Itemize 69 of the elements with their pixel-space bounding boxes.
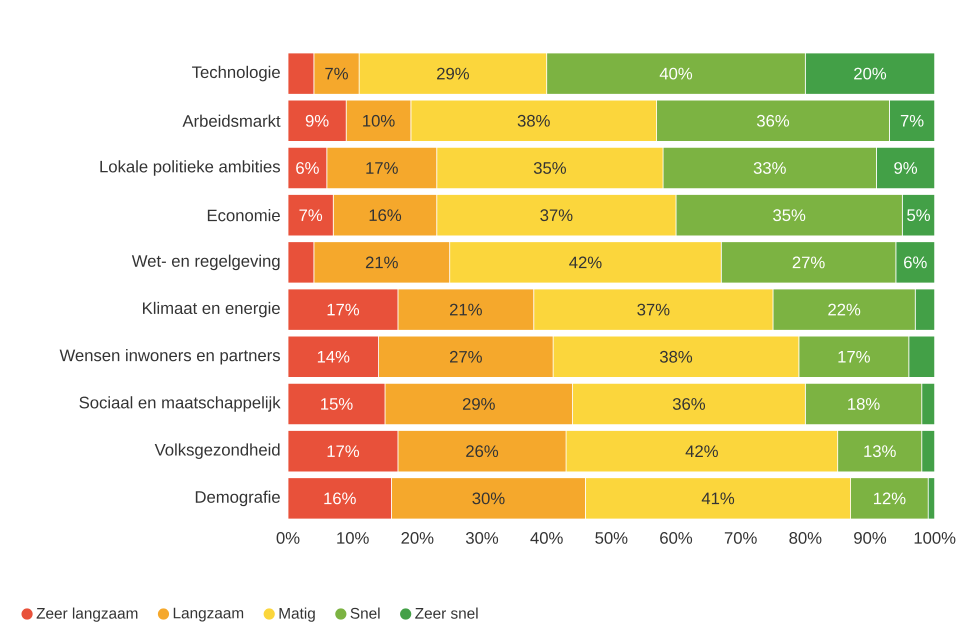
data-label: 41%: [702, 492, 734, 504]
data-label: 40%: [660, 68, 692, 80]
data-label: 27%: [450, 350, 482, 363]
data-label: 21%: [450, 304, 482, 316]
x-tick-label: 90%: [854, 532, 886, 544]
x-tick-label: 10%: [337, 532, 369, 544]
x-tick-label: 20%: [401, 532, 434, 544]
legend-label: Matig: [280, 607, 315, 622]
data-label: 22%: [828, 304, 860, 316]
y-tick-label: Lokale politieke ambities: [100, 160, 280, 176]
x-tick-label: 0%: [276, 532, 300, 544]
legend-label: Snel: [350, 607, 380, 619]
data-label: 27%: [792, 256, 825, 268]
data-label: 38%: [660, 350, 692, 363]
data-label: 17%: [328, 445, 360, 458]
legend-label: Zeer snel: [415, 607, 478, 619]
x-tick-label: 50%: [595, 532, 628, 544]
y-tick-label: Wensen inwoners en partners: [60, 349, 280, 365]
data-label: 17%: [328, 304, 360, 316]
x-tick-label: 100%: [914, 532, 956, 544]
data-label: 42%: [569, 256, 602, 268]
x-tick-label: 30%: [466, 532, 498, 544]
data-label: 6%: [296, 162, 319, 174]
data-label: 29%: [462, 398, 495, 410]
x-tick-label: 80%: [789, 532, 822, 544]
data-label: 9%: [894, 162, 918, 174]
data-label: 16%: [370, 209, 402, 222]
data-label: 33%: [754, 162, 786, 174]
y-tick-label: Klimaat en energie: [143, 302, 280, 318]
data-label: 16%: [324, 492, 356, 504]
data-label: 38%: [518, 114, 550, 127]
y-tick-label: Sociaal en maatschappelijk: [79, 396, 281, 412]
data-label: 21%: [366, 256, 398, 268]
data-label: 9%: [306, 114, 329, 127]
data-label: 35%: [773, 209, 806, 222]
data-label: 42%: [686, 445, 718, 458]
x-tick-label: 70%: [724, 532, 757, 544]
data-label: 10%: [363, 114, 395, 127]
data-label: 7%: [325, 68, 348, 80]
data-label: 36%: [672, 398, 706, 410]
data-label: 7%: [299, 209, 322, 222]
legend-label: Zeer langzaam: [36, 607, 138, 622]
y-tick-label: Demografie: [196, 490, 280, 506]
x-tick-label: 40%: [530, 532, 563, 544]
data-label: 5%: [907, 209, 930, 222]
y-tick-label: Technologie: [192, 66, 280, 82]
data-label: 15%: [321, 398, 353, 410]
y-tick-label: Wet- en regelgeving: [132, 254, 280, 270]
data-label: 37%: [540, 209, 572, 222]
data-label: 29%: [437, 68, 469, 80]
legend-label: Langzaam: [174, 608, 244, 622]
y-tick-label: Arbeidsmarkt: [182, 114, 280, 127]
data-label: 30%: [472, 492, 505, 504]
data-label: 13%: [864, 445, 896, 458]
y-tick-label: Economie: [208, 209, 280, 222]
data-label: 35%: [534, 162, 566, 174]
data-label: 18%: [848, 398, 880, 410]
data-label: 7%: [900, 114, 924, 127]
data-label: 14%: [318, 350, 350, 363]
data-label: 20%: [854, 68, 886, 80]
data-label: 17%: [366, 162, 398, 174]
x-tick-label: 60%: [660, 532, 692, 544]
data-label: 36%: [756, 114, 790, 127]
y-tick-label: Volksgezondheid: [154, 443, 280, 459]
data-label: 17%: [838, 350, 870, 363]
data-label: 26%: [466, 445, 498, 458]
data-label: 6%: [904, 256, 927, 268]
data-label: 37%: [637, 304, 670, 316]
data-label: 12%: [874, 492, 906, 504]
